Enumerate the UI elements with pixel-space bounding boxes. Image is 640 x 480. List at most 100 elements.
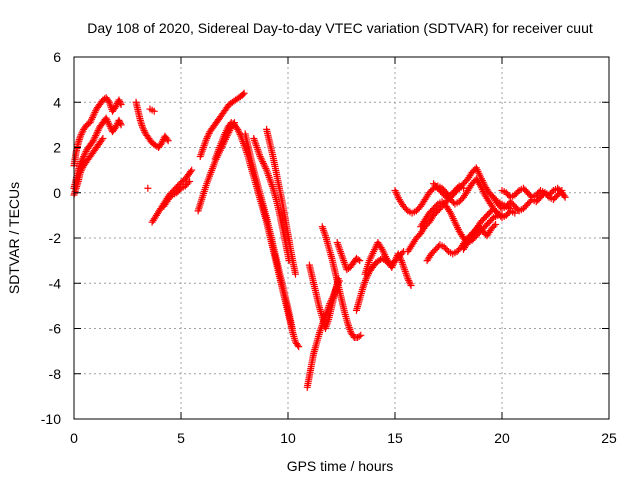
data-point: [257, 154, 265, 162]
data-point: [407, 282, 415, 290]
data-point: [91, 108, 99, 116]
data-point: [443, 246, 451, 254]
data-point: [76, 132, 84, 140]
data-point: [186, 177, 194, 185]
data-point: [259, 159, 267, 167]
data-point: [116, 97, 124, 105]
data-point: [234, 125, 242, 133]
data-point: [139, 125, 147, 133]
series-trace-y: [430, 180, 467, 201]
x-tick-label: 20: [494, 430, 510, 446]
y-tick-label: 6: [53, 49, 61, 65]
data-point: [295, 343, 303, 351]
data-point: [377, 244, 385, 252]
data-point: [235, 127, 243, 135]
data-point: [548, 188, 556, 196]
data-point: [544, 192, 552, 200]
data-point: [556, 188, 564, 196]
series-trace-n: [263, 125, 299, 278]
data-point: [256, 153, 264, 161]
data-point: [167, 193, 175, 201]
series-trace-w: [417, 198, 502, 247]
data-point: [235, 129, 243, 137]
series-trace-ab: [459, 205, 519, 253]
data-point: [88, 114, 96, 122]
data-point: [398, 249, 406, 257]
axis-ticks: 0 5 10 15 20 25 -10 -8 -6 -4 -2 0 2 4 6: [41, 49, 617, 446]
series-trace-h: [160, 177, 194, 210]
data-point: [150, 107, 158, 115]
data-point: [164, 137, 172, 145]
data-point: [176, 186, 184, 194]
x-axis-label: GPS time / hours: [287, 458, 394, 474]
data-point: [116, 99, 124, 107]
data-point: [112, 123, 120, 131]
data-point: [260, 161, 268, 169]
data-point: [112, 103, 120, 111]
x-tick-label: 15: [387, 430, 403, 446]
y-tick-label: -8: [49, 366, 62, 382]
y-tick-label: 4: [53, 94, 61, 110]
y-tick-label: -6: [49, 321, 62, 337]
data-point: [406, 280, 414, 288]
data-point: [187, 168, 195, 176]
y-tick-label: 0: [53, 185, 61, 201]
data-point: [163, 135, 171, 143]
data-point: [94, 127, 102, 135]
data-point: [432, 202, 440, 210]
data-point: [428, 186, 436, 194]
series-trace-m: [250, 134, 293, 265]
data-point: [105, 119, 113, 127]
data-point: [261, 163, 269, 171]
series-trace-r: [333, 239, 364, 274]
series-trace-x: [423, 220, 500, 265]
data-point: [90, 110, 98, 118]
x-tick-label: 0: [70, 430, 78, 446]
data-point: [115, 96, 123, 104]
data-point: [362, 275, 370, 283]
data-point: [77, 167, 85, 175]
x-tick-label: 25: [601, 430, 617, 446]
series-trace-j: [194, 119, 238, 215]
data-point: [104, 117, 112, 125]
x-tick-label: 10: [280, 430, 296, 446]
data-point: [404, 275, 412, 283]
data-point: [184, 179, 192, 187]
series-trace-e: [146, 105, 158, 115]
gridlines: [74, 57, 609, 419]
data-point: [140, 127, 148, 135]
series-trace-c: [70, 134, 107, 199]
data-point: [354, 255, 362, 263]
data-point: [80, 153, 88, 161]
data-point: [92, 132, 100, 140]
data-point: [560, 192, 568, 200]
data-point: [490, 222, 498, 230]
data-point: [115, 116, 123, 124]
data-point: [103, 116, 111, 124]
data-point: [188, 166, 196, 174]
y-axis-label: SDTVAR / TECUs: [6, 182, 22, 294]
data-point: [203, 133, 211, 141]
data-point: [511, 209, 519, 217]
data-point: [357, 331, 365, 339]
data-point: [138, 123, 146, 131]
data-point: [116, 119, 124, 127]
data-point: [446, 207, 454, 215]
data-point: [558, 186, 566, 194]
y-tick-label: -2: [49, 230, 62, 246]
series-trace-s: [352, 250, 415, 314]
data-point: [99, 134, 107, 142]
data-point: [492, 220, 500, 228]
data-point: [116, 118, 124, 126]
data-point: [86, 119, 94, 127]
data-point: [78, 129, 86, 137]
y-tick-label: -10: [41, 411, 61, 427]
data-point: [87, 117, 95, 125]
data-point: [117, 101, 125, 109]
data-point: [91, 133, 99, 141]
x-tick-label: 5: [177, 430, 185, 446]
data-point: [239, 90, 247, 98]
data-point: [81, 149, 89, 157]
series-trace-f: [144, 184, 152, 192]
data-point: [158, 139, 166, 147]
